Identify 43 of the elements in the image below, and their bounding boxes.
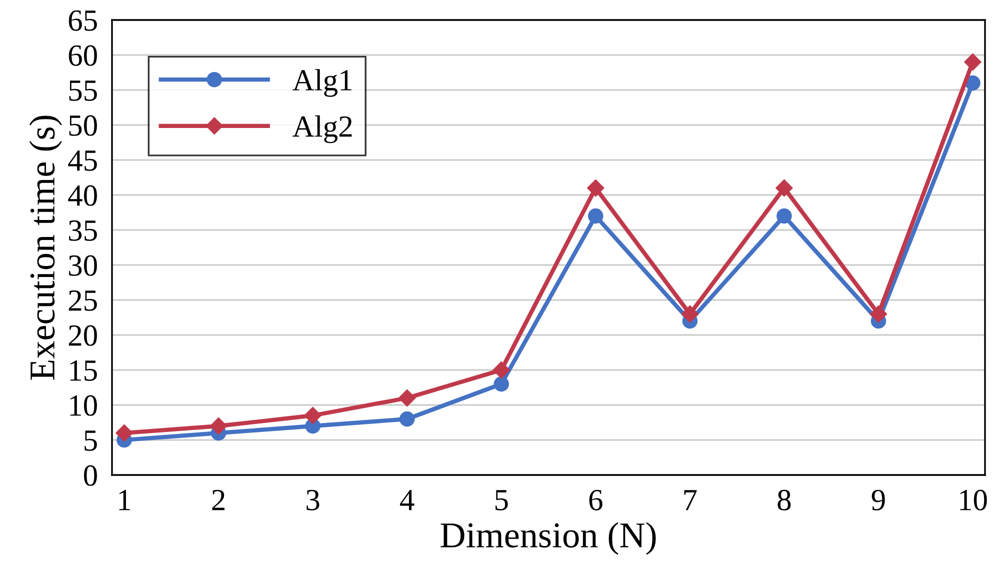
x-axis-title: Dimension (N): [440, 522, 656, 555]
point: [870, 305, 888, 323]
point: [304, 406, 322, 424]
y-tick-label: 35: [69, 220, 97, 241]
x-tick-label: 6: [589, 490, 602, 510]
point: [398, 389, 416, 407]
x-tick-label: 8: [778, 490, 791, 510]
y-tick-label: 20: [68, 325, 97, 346]
point: [210, 417, 228, 435]
x-tick-label: 10: [960, 490, 987, 510]
point: [492, 361, 510, 379]
x-tick-label: 4: [400, 490, 414, 510]
y-axis-title: Execution time (s): [29, 116, 62, 380]
x-tick-label: 9: [872, 490, 885, 510]
point: [681, 305, 698, 323]
y-tick-label: 40: [68, 185, 97, 206]
x-tick-label: 3: [306, 490, 320, 510]
x-tick-label: 7: [684, 490, 697, 510]
x-tick-label: 2: [212, 490, 224, 510]
point: [494, 376, 509, 392]
point: [587, 179, 604, 197]
point: [964, 53, 982, 71]
y-tick-label: 55: [69, 80, 97, 101]
y-tick-label: 25: [68, 290, 97, 311]
point: [965, 75, 980, 91]
y-tick-label: 10: [70, 395, 97, 416]
x-tick-label: 1: [119, 490, 130, 510]
point: [776, 179, 793, 197]
y-tick-label: 60: [68, 45, 97, 66]
y-tick-label: 30: [69, 255, 97, 276]
point: [588, 208, 604, 224]
point: [399, 411, 415, 427]
point: [776, 208, 792, 224]
legend-label: Alg1: [292, 69, 352, 97]
legend-label: Alg2: [292, 115, 352, 144]
x-tick-label: 5: [496, 490, 508, 510]
y-tick-label: 45: [68, 150, 97, 171]
y-tick-label: 5: [84, 430, 97, 451]
y-tick-label: 65: [68, 10, 97, 31]
y-tick-label: 50: [69, 115, 97, 136]
y-tick-label: 0: [84, 465, 97, 486]
y-tick-label: 15: [70, 360, 97, 381]
point: [116, 424, 133, 442]
